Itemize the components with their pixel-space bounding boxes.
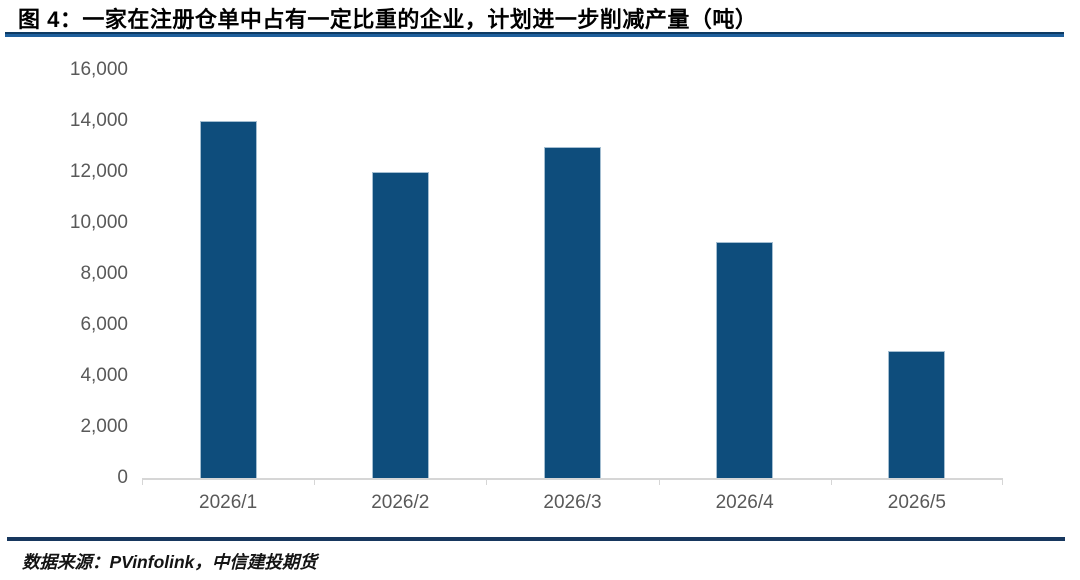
bar-segment: [831, 70, 1003, 478]
x-axis-tick: [486, 478, 488, 485]
y-axis-tick-label: 4,000: [80, 365, 128, 386]
bar: [716, 242, 774, 478]
figure-title: 图 4：一家在注册仓单中占有一定比重的企业，计划进一步削减产量（吨）: [18, 7, 758, 32]
y-axis-tick-label: 0: [117, 467, 128, 488]
y-axis-tick-label: 14,000: [69, 110, 128, 131]
x-axis-label: 2026/1: [199, 492, 258, 513]
x-axis-tick: [830, 478, 832, 485]
bar: [199, 121, 257, 478]
y-axis-tick-label: 12,000: [69, 161, 128, 182]
bar-segment: [659, 70, 831, 478]
bar: [371, 172, 429, 478]
y-axis-tick-label: 10,000: [69, 212, 128, 233]
plot-area: [142, 70, 1003, 485]
bar-segment: [314, 70, 486, 478]
bar: [888, 350, 946, 478]
y-axis-tick-label: 2,000: [80, 416, 128, 437]
data-source: 数据来源：PVinfolink，中信建投期货: [22, 552, 317, 572]
bar-segment: [486, 70, 658, 478]
x-axis-tick: [658, 478, 660, 485]
x-axis-tick: [142, 478, 143, 485]
y-axis-tick-label: 8,000: [80, 263, 128, 284]
x-axis-label: 2026/2: [371, 492, 430, 513]
x-axis-label: 2026/4: [715, 492, 774, 513]
x-axis-label: 2026/3: [543, 492, 602, 513]
y-axis-tick-label: 16,000: [69, 59, 128, 80]
bar-segment: [142, 70, 314, 478]
y-axis: 0 2,000 4,000 6,000 8,000 10,000 12,000 14,000 1…: [0, 59, 128, 488]
x-axis-labels: 2026/1 2026/2 2026/3 2026/4 2026/5: [142, 492, 1003, 514]
x-axis-tick: [1002, 478, 1003, 485]
bar-series: [142, 70, 1003, 478]
footer-divider: [7, 537, 1065, 541]
title-divider: [5, 32, 1064, 37]
x-axis-tick: [314, 478, 316, 485]
bar: [543, 146, 601, 478]
y-axis-tick-label: 6,000: [80, 314, 128, 335]
x-axis-label: 2026/5: [887, 492, 946, 513]
